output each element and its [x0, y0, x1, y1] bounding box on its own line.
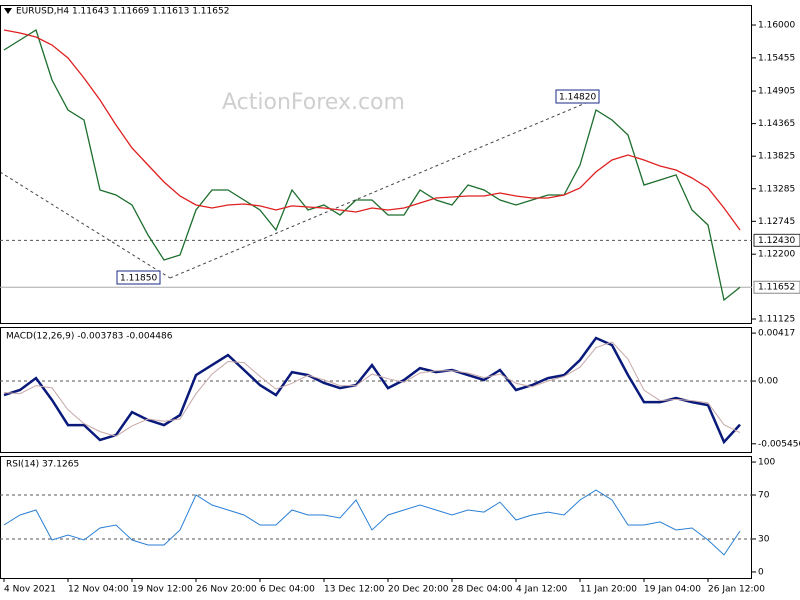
y-tick-label: 1.12745	[758, 217, 795, 227]
y-tick-label: 1.14905	[758, 87, 795, 97]
y-tick-label: 30	[758, 534, 770, 544]
y-tick-label: 1.13825	[758, 152, 795, 162]
watermark: ActionForex.com	[222, 90, 405, 115]
y-tick-label: -0.005456	[758, 439, 800, 449]
y-tick-label: 1.11125	[758, 315, 795, 325]
rsi-title: RSI(14) 37.1265	[6, 460, 79, 470]
x-tick-label: 6 Dec 04:00	[260, 585, 315, 595]
x-tick-label: 13 Dec 12:00	[324, 585, 385, 595]
series-line	[3, 336, 741, 445]
panel-frame	[0, 456, 752, 579]
series-line	[3, 489, 741, 556]
menu-icon	[4, 8, 12, 14]
x-tick-label: 26 Nov 20:00	[196, 585, 257, 595]
x-tick-label: 26 Jan 12:00	[708, 585, 765, 595]
series-line	[3, 29, 741, 302]
panel-frame	[0, 5, 752, 324]
level-label-box	[753, 233, 800, 247]
x-tick-label: 12 Nov 04:00	[68, 585, 129, 595]
y-tick-label: 1.12200	[758, 250, 795, 260]
x-tick-label: 20 Dec 20:00	[388, 585, 449, 595]
y-tick-label: 1.16000	[758, 21, 795, 31]
annotation-box	[555, 89, 600, 104]
y-tick-label: 0	[758, 567, 764, 577]
symbol-title: EURUSD,H4 1.11643 1.11669 1.11613 1.1165…	[16, 7, 229, 17]
x-tick-label: 28 Dec 04:00	[452, 585, 513, 595]
y-tick-label: 100	[758, 458, 775, 468]
x-tick-label: 19 Jan 04:00	[644, 585, 701, 595]
level-label: 1.11652	[758, 283, 795, 293]
x-tick-label: 4 Nov 2021	[4, 585, 56, 595]
y-tick-label: 1.15455	[758, 53, 795, 63]
y-tick-label: 70	[758, 491, 770, 501]
x-tick-label: 11 Jan 20:00	[580, 585, 637, 595]
y-tick-label: 0.00417	[758, 329, 795, 339]
series-line	[3, 29, 741, 231]
y-tick-label: 1.14365	[758, 119, 795, 129]
level-label: 1.12430	[758, 236, 795, 246]
series-line	[3, 341, 741, 437]
panel-frame	[0, 327, 752, 453]
annotation-box	[116, 270, 161, 285]
y-tick-label: 1.13285	[758, 184, 795, 194]
annotation: 1.14820	[559, 93, 596, 103]
x-tick-label: 4 Jan 12:00	[516, 585, 568, 595]
macd-title: MACD(12,26,9) -0.003783 -0.004486	[6, 332, 173, 342]
y-tick-label: 0.00	[758, 377, 778, 387]
level-label-box	[753, 280, 800, 294]
x-tick-label: 19 Nov 12:00	[132, 585, 193, 595]
annotation: 1.11850	[120, 274, 157, 284]
